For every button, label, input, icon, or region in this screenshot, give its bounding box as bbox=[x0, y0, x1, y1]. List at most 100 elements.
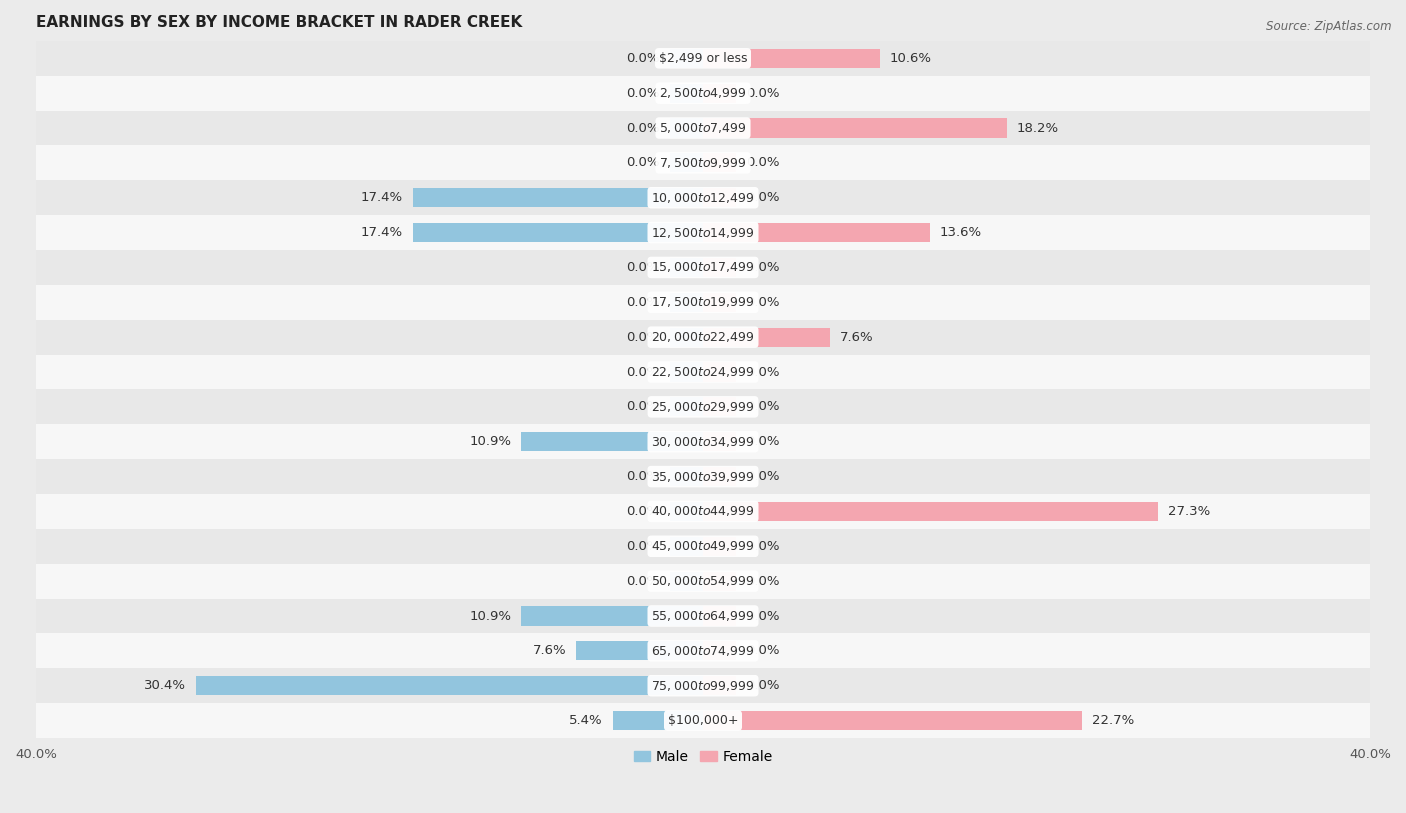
Text: 0.0%: 0.0% bbox=[747, 470, 780, 483]
Text: 0.0%: 0.0% bbox=[626, 505, 659, 518]
Text: 10.9%: 10.9% bbox=[470, 435, 512, 448]
Bar bbox=[703, 676, 737, 695]
Bar bbox=[37, 320, 1369, 354]
Text: 0.0%: 0.0% bbox=[626, 540, 659, 553]
Text: $75,000 to $99,999: $75,000 to $99,999 bbox=[651, 679, 755, 693]
Bar bbox=[37, 111, 1369, 146]
Text: $15,000 to $17,499: $15,000 to $17,499 bbox=[651, 260, 755, 275]
Bar bbox=[703, 328, 830, 346]
Text: $20,000 to $22,499: $20,000 to $22,499 bbox=[651, 330, 755, 344]
Bar bbox=[613, 711, 703, 730]
Text: 30.4%: 30.4% bbox=[143, 679, 186, 692]
Text: $2,499 or less: $2,499 or less bbox=[659, 52, 747, 65]
Text: $35,000 to $39,999: $35,000 to $39,999 bbox=[651, 470, 755, 484]
Text: $17,500 to $19,999: $17,500 to $19,999 bbox=[651, 295, 755, 309]
Text: Source: ZipAtlas.com: Source: ZipAtlas.com bbox=[1267, 20, 1392, 33]
Bar bbox=[703, 223, 929, 242]
Text: 0.0%: 0.0% bbox=[747, 435, 780, 448]
Bar bbox=[703, 502, 1159, 521]
Bar bbox=[669, 84, 703, 102]
Bar bbox=[703, 293, 737, 312]
Text: 0.0%: 0.0% bbox=[626, 296, 659, 309]
Bar bbox=[37, 180, 1369, 215]
Bar bbox=[703, 467, 737, 486]
Bar bbox=[703, 363, 737, 381]
Bar bbox=[703, 84, 737, 102]
Text: 0.0%: 0.0% bbox=[747, 261, 780, 274]
Text: 0.0%: 0.0% bbox=[626, 52, 659, 65]
Bar bbox=[37, 494, 1369, 529]
Text: 0.0%: 0.0% bbox=[626, 400, 659, 413]
Bar bbox=[576, 641, 703, 660]
Text: 0.0%: 0.0% bbox=[747, 156, 780, 169]
Text: 0.0%: 0.0% bbox=[626, 575, 659, 588]
Bar bbox=[669, 572, 703, 591]
Bar bbox=[703, 711, 1081, 730]
Text: 5.4%: 5.4% bbox=[569, 714, 603, 727]
Bar bbox=[37, 459, 1369, 494]
Bar bbox=[703, 49, 880, 68]
Text: 0.0%: 0.0% bbox=[626, 366, 659, 379]
Text: 10.6%: 10.6% bbox=[890, 52, 932, 65]
Bar bbox=[37, 215, 1369, 250]
Bar bbox=[413, 223, 703, 242]
Text: 27.3%: 27.3% bbox=[1168, 505, 1211, 518]
Text: $65,000 to $74,999: $65,000 to $74,999 bbox=[651, 644, 755, 658]
Text: 0.0%: 0.0% bbox=[747, 191, 780, 204]
Text: $12,500 to $14,999: $12,500 to $14,999 bbox=[651, 225, 755, 240]
Text: $10,000 to $12,499: $10,000 to $12,499 bbox=[651, 191, 755, 205]
Text: 0.0%: 0.0% bbox=[747, 400, 780, 413]
Text: 0.0%: 0.0% bbox=[626, 87, 659, 100]
Text: $40,000 to $44,999: $40,000 to $44,999 bbox=[651, 504, 755, 519]
Legend: Male, Female: Male, Female bbox=[628, 744, 778, 769]
Bar bbox=[413, 188, 703, 207]
Bar bbox=[37, 41, 1369, 76]
Bar bbox=[669, 363, 703, 381]
Bar bbox=[37, 563, 1369, 598]
Text: 0.0%: 0.0% bbox=[626, 261, 659, 274]
Bar bbox=[522, 433, 703, 451]
Bar bbox=[37, 285, 1369, 320]
Bar bbox=[669, 502, 703, 521]
Bar bbox=[703, 641, 737, 660]
Text: 22.7%: 22.7% bbox=[1091, 714, 1133, 727]
Bar bbox=[37, 424, 1369, 459]
Text: $25,000 to $29,999: $25,000 to $29,999 bbox=[651, 400, 755, 414]
Text: 0.0%: 0.0% bbox=[747, 679, 780, 692]
Text: 0.0%: 0.0% bbox=[747, 645, 780, 658]
Bar bbox=[37, 354, 1369, 389]
Text: 0.0%: 0.0% bbox=[747, 540, 780, 553]
Text: 0.0%: 0.0% bbox=[747, 296, 780, 309]
Text: 0.0%: 0.0% bbox=[747, 610, 780, 623]
Text: $5,000 to $7,499: $5,000 to $7,499 bbox=[659, 121, 747, 135]
Bar bbox=[669, 328, 703, 346]
Text: 0.0%: 0.0% bbox=[747, 366, 780, 379]
Text: $2,500 to $4,999: $2,500 to $4,999 bbox=[659, 86, 747, 100]
Bar bbox=[37, 668, 1369, 703]
Text: $30,000 to $34,999: $30,000 to $34,999 bbox=[651, 435, 755, 449]
Text: 7.6%: 7.6% bbox=[533, 645, 567, 658]
Text: 13.6%: 13.6% bbox=[939, 226, 981, 239]
Bar bbox=[37, 250, 1369, 285]
Bar bbox=[669, 258, 703, 277]
Bar bbox=[195, 676, 703, 695]
Text: 0.0%: 0.0% bbox=[626, 121, 659, 134]
Text: $22,500 to $24,999: $22,500 to $24,999 bbox=[651, 365, 755, 379]
Bar bbox=[37, 703, 1369, 738]
Bar bbox=[703, 188, 737, 207]
Text: 0.0%: 0.0% bbox=[747, 575, 780, 588]
Bar bbox=[522, 606, 703, 625]
Text: 7.6%: 7.6% bbox=[839, 331, 873, 344]
Text: 0.0%: 0.0% bbox=[747, 87, 780, 100]
Text: 0.0%: 0.0% bbox=[626, 470, 659, 483]
Bar bbox=[669, 537, 703, 556]
Text: 0.0%: 0.0% bbox=[626, 331, 659, 344]
Text: $50,000 to $54,999: $50,000 to $54,999 bbox=[651, 574, 755, 588]
Bar bbox=[37, 389, 1369, 424]
Bar bbox=[669, 119, 703, 137]
Bar bbox=[703, 154, 737, 172]
Bar bbox=[37, 146, 1369, 180]
Text: 0.0%: 0.0% bbox=[626, 156, 659, 169]
Text: $45,000 to $49,999: $45,000 to $49,999 bbox=[651, 539, 755, 554]
Bar bbox=[669, 154, 703, 172]
